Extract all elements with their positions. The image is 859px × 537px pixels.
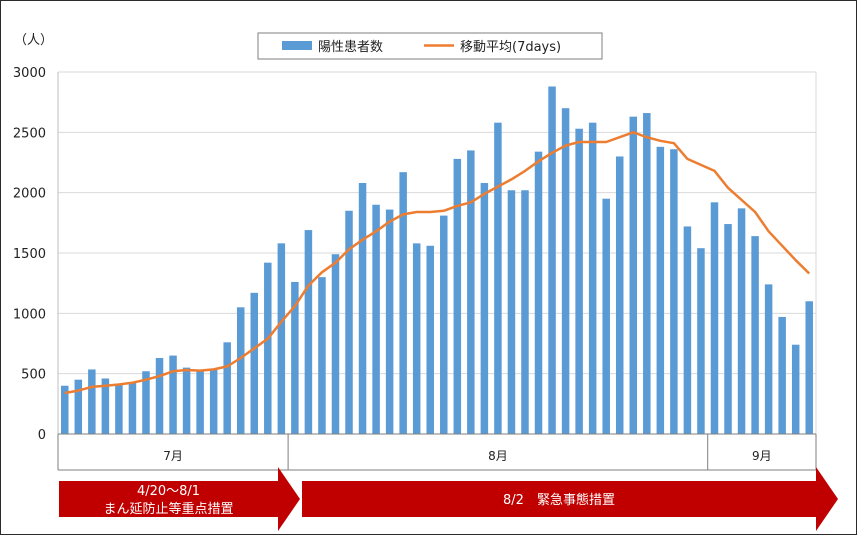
bar: [223, 342, 231, 434]
bar: [507, 190, 516, 434]
y-tick-label: 1000: [13, 307, 46, 322]
period-arrow: [302, 467, 838, 531]
y-tick-label: 3000: [13, 66, 46, 81]
bar: [250, 292, 259, 434]
month-label: 8月: [488, 449, 508, 463]
bar: [196, 370, 204, 434]
bar: [710, 202, 719, 434]
legend-swatch-bar: [282, 41, 312, 50]
bar: [209, 368, 218, 434]
bar: [805, 301, 813, 434]
period-arrow: [59, 467, 300, 531]
bar: [291, 281, 299, 434]
bar: [778, 316, 786, 434]
bar: [128, 382, 137, 434]
bar: [440, 215, 448, 434]
bar: [453, 158, 462, 434]
bar: [412, 243, 421, 434]
bar: [751, 236, 759, 434]
y-tick-label: 0: [38, 428, 46, 443]
period-label-line2: まん延防止等重点措置: [103, 501, 233, 517]
period-label-line1: 4/20～8/1: [137, 484, 200, 499]
bar: [372, 204, 380, 434]
bar: [670, 149, 678, 434]
month-label: 9月: [752, 449, 772, 463]
bar: [791, 344, 800, 434]
bar: [764, 284, 773, 434]
legend-label-bar: 陽性患者数: [318, 40, 383, 55]
bar: [155, 357, 164, 434]
y-tick-label: 2500: [13, 126, 46, 141]
bar: [142, 371, 150, 434]
bar: [304, 230, 313, 434]
bar: [602, 198, 610, 434]
y-tick-label: 2000: [13, 187, 46, 202]
bar: [426, 245, 434, 434]
bar: [615, 156, 624, 434]
bar: [575, 128, 583, 435]
bar: [656, 146, 665, 434]
bar: [115, 384, 123, 434]
bar: [480, 183, 489, 434]
bar: [318, 277, 326, 434]
bar: [345, 210, 353, 434]
bar: [643, 113, 651, 434]
bar: [74, 379, 83, 434]
bar: [724, 224, 732, 434]
bar: [358, 183, 367, 434]
period-label-line1: 8/2 緊急事態措置: [503, 492, 615, 508]
legend-label-line: 移動平均(7days): [460, 40, 561, 55]
series-line-moving-average: [64, 131, 811, 395]
bar: [101, 378, 110, 434]
y-tick-label: 1500: [13, 247, 46, 262]
bar: [561, 108, 570, 434]
bar: [385, 209, 394, 434]
bar: [61, 385, 69, 434]
month-label: 7月: [163, 449, 183, 463]
bar: [521, 190, 529, 434]
bar: [697, 248, 705, 434]
bar: [264, 262, 272, 434]
bar: [182, 367, 191, 434]
bar: [548, 86, 556, 434]
bar: [629, 116, 638, 434]
bar: [236, 307, 245, 434]
y-tick-label: 500: [21, 368, 46, 383]
bar: [88, 369, 96, 434]
bar: [737, 208, 746, 434]
y-unit-label: （人）: [14, 33, 53, 48]
bar: [467, 150, 475, 434]
bar: [683, 226, 692, 434]
bar: [588, 122, 597, 435]
bar: [277, 243, 286, 434]
bar: [331, 254, 340, 434]
bar: [169, 355, 177, 434]
bar: [494, 122, 502, 435]
bar: [399, 172, 407, 435]
bar: [534, 151, 543, 434]
